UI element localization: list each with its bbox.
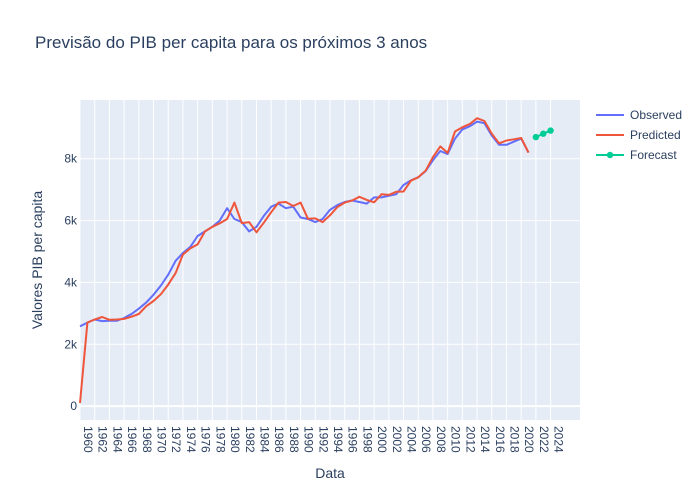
x-gridlines: [79, 100, 552, 420]
x-axis-title: Data: [315, 465, 345, 481]
x-tick-label: 1964: [110, 426, 124, 453]
x-tick-label: 1966: [125, 426, 139, 453]
series-forecast-point[interactable]: [532, 133, 540, 141]
y-axis-title: Valores PIB per capita: [29, 191, 45, 329]
x-tick-label: 2000: [375, 426, 389, 453]
series-predicted-line[interactable]: [79, 117, 530, 404]
x-tick-label: 1970: [155, 426, 169, 453]
x-tick-label: 1974: [184, 426, 198, 453]
x-tick-label: 1998: [360, 426, 374, 453]
x-tick-label: 1994: [331, 426, 345, 453]
x-tick-label: 2016: [493, 426, 507, 453]
x-tick-label: 1976: [199, 426, 213, 453]
x-tick-label: 1972: [169, 426, 183, 453]
x-tick-label: 1960: [81, 426, 95, 453]
x-tick-label: 2018: [507, 426, 521, 453]
legend-label-observed: Observed: [630, 108, 682, 122]
x-tick-label: 1982: [243, 426, 257, 453]
legend-marker-forecast: [606, 151, 614, 159]
x-tick-label: 2004: [405, 426, 419, 453]
y-tick-label: 8k: [64, 152, 78, 166]
series-forecast-point[interactable]: [540, 130, 547, 137]
x-tick-label: 1986: [272, 426, 286, 453]
y-axis-ticks: 0 2k 4k 6k 8k: [64, 152, 78, 413]
x-tick-label: 2022: [537, 426, 551, 453]
x-tick-label: 2006: [419, 426, 433, 453]
chart-title: Previsão do PIB per capita para os próxi…: [35, 33, 428, 52]
series-observed-line[interactable]: [79, 120, 530, 328]
legend-label-forecast: Forecast: [630, 148, 677, 162]
legend[interactable]: Observed Predicted Forecast: [596, 108, 682, 162]
x-tick-label: 2014: [478, 426, 492, 453]
x-tick-label: 2024: [552, 426, 566, 453]
x-tick-label: 2010: [449, 426, 463, 453]
y-tick-label: 2k: [64, 337, 78, 351]
x-tick-label: 1968: [140, 426, 154, 453]
x-tick-label: 1996: [346, 426, 360, 453]
legend-label-predicted: Predicted: [630, 128, 681, 142]
y-tick-label: 0: [70, 399, 77, 413]
legend-item-predicted[interactable]: Predicted: [596, 128, 681, 142]
x-tick-label: 1984: [257, 426, 271, 453]
x-tick-label: 1992: [316, 426, 330, 453]
y-tick-label: 6k: [64, 214, 78, 228]
x-tick-label: 1990: [302, 426, 316, 453]
legend-item-observed[interactable]: Observed: [596, 108, 682, 122]
series-layer: [79, 117, 554, 404]
x-axis-ticks: 1960 1962 1964 1966 1968 1970 1972 1974 1976 1978…: [81, 426, 566, 453]
x-tick-label: 2012: [463, 426, 477, 453]
legend-item-forecast[interactable]: Forecast: [596, 148, 677, 162]
x-tick-label: 1962: [96, 426, 110, 453]
y-tick-label: 4k: [64, 275, 78, 289]
x-tick-label: 2002: [390, 426, 404, 453]
x-tick-label: 2008: [434, 426, 448, 453]
x-tick-label: 1988: [287, 426, 301, 453]
x-tick-label: 2020: [522, 426, 536, 453]
series-forecast-point[interactable]: [547, 127, 554, 134]
x-tick-label: 1980: [228, 426, 242, 453]
x-tick-label: 1978: [213, 426, 227, 453]
